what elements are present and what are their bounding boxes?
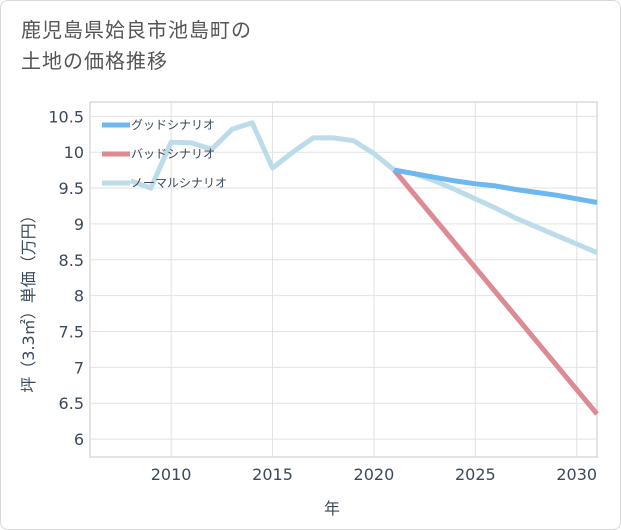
- legend-label-bad: バッドシナリオ: [131, 147, 215, 161]
- x-tick-label: 2015: [252, 465, 293, 484]
- y-tick-label: 6.5: [59, 394, 84, 413]
- y-tick-label: 9.5: [59, 179, 84, 198]
- legend-label-good: グッドシナリオ: [131, 118, 215, 132]
- y-tick-labels: 6 6.5 7 7.5 8 8.5 9 9.5 10 10.5: [48, 107, 84, 449]
- y-tick-label: 6: [74, 430, 84, 449]
- series-lines: [129, 120, 599, 416]
- legend-label-normal: ノーマルシナリオ: [131, 176, 227, 190]
- y-axis-label: 坪（3.3㎡）単価（万円）: [19, 207, 38, 392]
- x-tick-labels: 2010 2015 2020 2025 2030: [151, 465, 597, 484]
- chart-title: 鹿児島県姶良市池島町の 土地の価格推移: [21, 15, 421, 77]
- grid-lines: [90, 102, 597, 457]
- chart-title-line-2: 土地の価格推移: [21, 49, 168, 73]
- y-tick-label: 10: [64, 143, 84, 162]
- y-tick-label: 10.5: [48, 107, 84, 126]
- x-tick-label: 2020: [354, 465, 395, 484]
- x-axis-label: 年: [324, 499, 340, 518]
- series-line-bad: [392, 168, 599, 416]
- y-tick-label: 7: [74, 358, 84, 377]
- series-line-good: [393, 167, 598, 205]
- x-tick-label: 2010: [151, 465, 192, 484]
- x-tick-label: 2025: [455, 465, 496, 484]
- y-tick-label: 8.5: [59, 251, 84, 270]
- chart-title-line-1: 鹿児島県姶良市池島町の: [21, 18, 252, 42]
- y-tick-label: 9: [74, 215, 84, 234]
- y-tick-label: 7.5: [59, 322, 84, 341]
- x-tick-label: 2030: [556, 465, 597, 484]
- series-line-normal: [129, 120, 598, 255]
- y-tick-label: 8: [74, 287, 84, 306]
- plot-area: [89, 101, 598, 458]
